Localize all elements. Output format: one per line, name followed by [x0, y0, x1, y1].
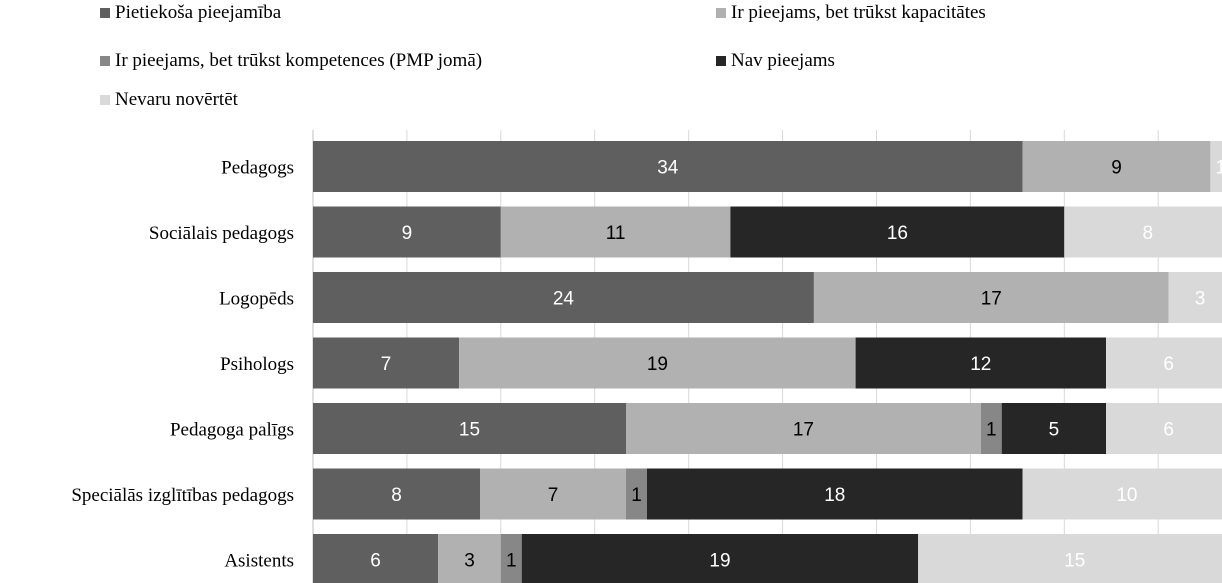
bar-segment — [313, 337, 460, 389]
bar-segment — [313, 206, 501, 258]
data-label: 15 — [459, 420, 480, 441]
bar-segment — [521, 534, 919, 583]
bar-segment — [1001, 403, 1107, 454]
legend-item: Ir pieejams, bet trūkst kompetences (PMP… — [100, 50, 482, 71]
data-label: 8 — [1143, 223, 1154, 244]
data-label: 3 — [1195, 289, 1206, 310]
legend-swatch — [716, 8, 726, 18]
bar-segment — [1064, 206, 1222, 258]
data-label: 1 — [506, 551, 517, 572]
data-label: 6 — [370, 551, 381, 572]
legend-swatch — [100, 8, 110, 18]
legend-label: Ir pieejams, bet trūkst kompetences (PMP… — [115, 50, 482, 71]
bar-segment — [626, 468, 647, 520]
bar-segment — [313, 141, 1023, 192]
bar-segment — [500, 206, 731, 258]
legend: Pietiekoša pieejamība Ir pieejams, bet tr… — [100, 2, 986, 110]
data-label: 1 — [986, 420, 997, 441]
category-label: Logopēds — [219, 289, 294, 310]
bar-segment — [855, 337, 1106, 389]
category-label: Speciālās izglītības pedagogs — [71, 485, 294, 506]
data-label: 19 — [709, 551, 730, 572]
data-label: 6 — [1163, 420, 1174, 441]
bar-segment — [813, 272, 1169, 323]
bar-segment — [1022, 141, 1211, 192]
legend-item: Pietiekoša pieejamība — [100, 2, 282, 23]
legend-label: Ir pieejams, bet trūkst kapacitātes — [731, 2, 986, 23]
bar-segment — [500, 534, 522, 583]
data-label: 17 — [981, 289, 1002, 310]
legend-swatch — [716, 56, 726, 66]
bar-segment — [1106, 403, 1222, 454]
category-label: Psihologs — [220, 354, 294, 375]
category-label: Pedagoga palīgs — [170, 420, 294, 441]
data-label: 1 — [631, 485, 642, 506]
data-label: 16 — [887, 223, 908, 244]
bar-segment — [1168, 272, 1222, 323]
bar-segment — [626, 403, 981, 454]
data-label: 11 — [606, 223, 626, 244]
data-label: 7 — [381, 354, 392, 375]
data-label: 8 — [391, 485, 402, 506]
data-label: 9 — [402, 223, 413, 244]
legend-item: Nevaru novērtēt — [100, 89, 239, 110]
data-label: 12 — [970, 354, 991, 375]
bar-segment — [313, 272, 814, 323]
bar-segment — [918, 534, 1222, 583]
data-label: 17 — [793, 420, 814, 441]
category-label: Pedagogs — [221, 158, 294, 179]
bar-segment — [459, 337, 856, 389]
data-label: 19 — [647, 354, 668, 375]
bar-segment — [438, 534, 501, 583]
bar-segment — [1210, 141, 1222, 192]
bar-segment — [313, 468, 480, 520]
data-label: 24 — [553, 289, 575, 310]
data-label: 18 — [824, 485, 845, 506]
data-label: 6 — [1163, 354, 1174, 375]
category-label: Sociālais pedagogs — [149, 223, 294, 244]
bar-segment — [730, 206, 1065, 258]
data-label: 7 — [548, 485, 559, 506]
data-label: 5 — [1049, 420, 1060, 441]
legend-label: Pietiekoša pieejamība — [115, 2, 282, 23]
bar-segment — [480, 468, 627, 520]
bar-segment — [313, 534, 439, 583]
legend-swatch — [100, 56, 110, 66]
data-label: 34 — [657, 158, 679, 179]
data-label: 1 — [1216, 158, 1222, 179]
bar-segment — [980, 403, 1002, 454]
data-label: 15 — [1064, 551, 1085, 572]
bar-segment — [646, 468, 1023, 520]
data-label: 10 — [1116, 485, 1137, 506]
legend-item: Nav pieejams — [716, 50, 835, 71]
legend-swatch — [100, 95, 110, 105]
legend-label: Nav pieejams — [731, 50, 835, 71]
bars: 34 9 19 11 16 824 17 37 19 12 615 17 1 5 68 7 1 18 106 3 1 19… — [313, 141, 1222, 583]
bar-segment — [1106, 337, 1222, 389]
data-label: 9 — [1111, 158, 1122, 179]
bar-segment — [1022, 468, 1222, 520]
data-label: 3 — [464, 551, 475, 572]
legend-label: Nevaru novērtēt — [115, 89, 239, 110]
bar-segment — [313, 403, 627, 454]
legend-item: Ir pieejams, bet trūkst kapacitātes — [716, 2, 986, 23]
category-label: Asistents — [224, 551, 294, 572]
